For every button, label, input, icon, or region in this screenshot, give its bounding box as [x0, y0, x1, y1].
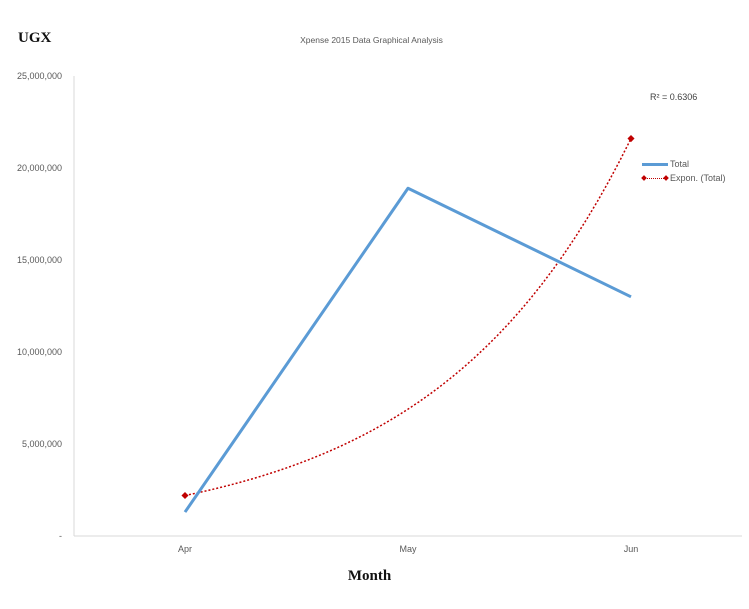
trend-point: [181, 491, 189, 500]
x-axis-title: Month: [347, 568, 392, 584]
y-tick-label: 15,000,000: [17, 255, 62, 265]
legend-swatch-total: [642, 159, 668, 169]
legend-item-total: Total: [642, 154, 726, 174]
series-line-trend: [184, 138, 632, 497]
series-line-total: [183, 186, 632, 513]
y-axis-title: UGX: [18, 30, 52, 46]
chart-title: Xpense 2015 Data Graphical Analysis: [300, 35, 443, 45]
x-tick-label: Jun: [624, 544, 639, 554]
y-tick-label: -: [59, 531, 62, 541]
legend-swatch-trend: [641, 173, 669, 183]
x-tick-label: May: [399, 544, 417, 554]
legend-item-trend: Expon. (Total): [641, 168, 726, 188]
y-tick-label: 25,000,000: [17, 71, 62, 81]
r-squared-label: R² = 0.6306: [650, 92, 698, 102]
legend-label-total: Total: [670, 159, 690, 169]
trend-point: [627, 135, 635, 143]
legend-label-trend: Expon. (Total): [670, 173, 726, 183]
y-tick-label: 20,000,000: [17, 163, 62, 173]
legend: Total Expon. (Total): [641, 154, 726, 188]
x-tick-label: Apr: [178, 544, 192, 554]
y-tick-label: 5,000,000: [22, 439, 62, 449]
y-tick-label: 10,000,000: [17, 347, 62, 357]
